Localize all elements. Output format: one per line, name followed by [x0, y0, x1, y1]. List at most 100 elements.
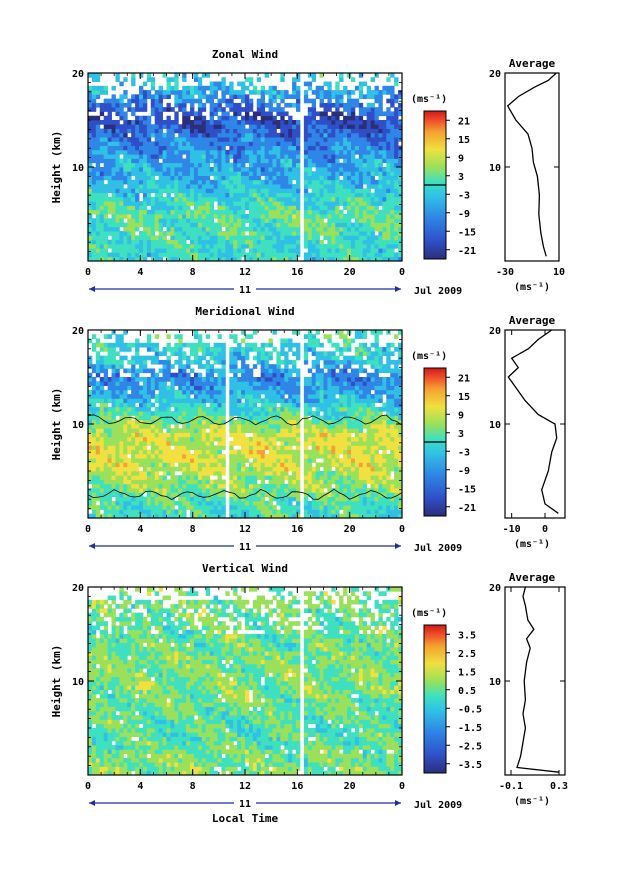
heatmap-cell: [288, 124, 293, 129]
heatmap-cell: [343, 222, 348, 228]
heatmap-cell: [115, 77, 120, 82]
heatmap-cell: [127, 235, 132, 241]
heatmap-cell: [260, 372, 266, 378]
heatmap-cell: [303, 128, 309, 134]
heatmap-cell: [127, 188, 132, 194]
heatmap-cell: [103, 201, 109, 206]
heatmap-cell: [221, 77, 226, 82]
heatmap-cell: [268, 441, 273, 446]
heatmap-cell: [272, 475, 277, 480]
heatmap-cell: [237, 368, 242, 374]
heatmap-cell: [107, 115, 112, 121]
heatmap-cell: [390, 175, 395, 181]
heatmap-cell: [260, 424, 266, 429]
heatmap-cell: [374, 214, 379, 219]
heatmap-cell: [382, 179, 387, 185]
heatmap-cell: [237, 145, 242, 151]
heatmap-cell: [319, 209, 324, 215]
heatmap-cell: [315, 222, 320, 228]
heatmap-cell: [307, 167, 313, 172]
heatmap-cell: [115, 394, 120, 399]
heatmap-cell: [252, 381, 258, 386]
heatmap-cell: [190, 377, 195, 382]
heatmap-cell: [252, 406, 258, 412]
heatmap-cell: [190, 102, 195, 108]
heatmap-cell: [103, 488, 109, 493]
heatmap-cell: [311, 205, 317, 211]
heatmap-cell: [88, 184, 93, 189]
heatmap-cell: [398, 171, 403, 176]
heatmap-cell: [115, 445, 120, 451]
heatmap-cell: [394, 141, 399, 147]
heatmap-cell: [264, 252, 269, 258]
heatmap-cell: [205, 453, 211, 459]
heatmap-cell: [146, 441, 152, 446]
heatmap-cell: [135, 94, 140, 100]
heatmap-cell: [170, 214, 175, 219]
heatmap-cell: [390, 252, 395, 258]
heatmap-cell: [186, 141, 191, 147]
heatmap-cell: [139, 115, 144, 121]
heatmap-cell: [158, 231, 163, 236]
heatmap-cell: [343, 256, 348, 262]
heatmap-cell: [350, 201, 356, 206]
heatmap-cell: [111, 222, 116, 228]
heatmap-cell: [272, 94, 277, 100]
heatmap-cell: [201, 394, 207, 399]
heatmap-cell: [182, 115, 187, 121]
heatmap-cell: [131, 145, 136, 151]
heatmap-cell: [146, 466, 152, 472]
heatmap-cell: [217, 351, 222, 357]
heatmap-cell: [146, 368, 152, 374]
heatmap-cell: [131, 394, 136, 399]
heatmap-cell: [201, 226, 207, 232]
heatmap-cell: [197, 436, 203, 442]
heatmap-cell: [178, 458, 183, 463]
heatmap-cell: [339, 162, 344, 168]
heatmap-cell: [186, 201, 191, 206]
heatmap-cell: [233, 120, 238, 125]
heatmap-cell: [103, 141, 109, 147]
heatmap-cell: [178, 475, 183, 480]
heatmap-cell: [123, 330, 128, 335]
heatmap-cell: [119, 347, 124, 352]
heatmap-cell: [135, 432, 140, 438]
heatmap-cell: [229, 428, 234, 433]
heatmap-cell: [154, 226, 160, 232]
heatmap-cell: [107, 453, 112, 459]
heatmap-cell: [166, 158, 171, 164]
heatmap-cell: [268, 428, 273, 433]
heatmap-cell: [193, 98, 199, 104]
heatmap-cell: [146, 492, 152, 498]
heatmap-cells: [88, 330, 403, 519]
heatmap-cell: [162, 218, 167, 223]
heatmap-cell: [182, 355, 187, 361]
heatmap-cell: [268, 513, 273, 519]
heatmap-cell: [201, 415, 207, 421]
heatmap-cell: [131, 398, 136, 404]
heatmap-cell: [123, 419, 128, 425]
heatmap-cell: [358, 120, 364, 125]
heatmap-cell: [256, 445, 262, 451]
heatmap-cell: [343, 239, 348, 245]
heatmap-cell: [339, 111, 344, 117]
heatmap-cell: [374, 132, 379, 138]
heatmap-cell: [178, 432, 183, 438]
heatmap-cell: [252, 248, 258, 253]
heatmap-cell: [123, 128, 128, 134]
heatmap-cell: [276, 226, 281, 232]
heatmap-cell: [331, 248, 336, 253]
heatmap-cell: [319, 124, 324, 129]
heatmap-cell: [296, 128, 301, 134]
heatmap-cell: [209, 188, 215, 194]
heatmap-cell: [382, 85, 387, 91]
heatmap-cell: [213, 248, 218, 253]
heatmap-cell: [131, 149, 136, 155]
heatmap-cell: [142, 167, 148, 172]
x-tick-label: 12: [239, 267, 251, 278]
heatmap-cell: [374, 73, 379, 78]
heatmap-cell: [296, 235, 301, 241]
heatmap-cell: [229, 226, 234, 232]
heatmap-cell: [248, 513, 254, 519]
heatmap-cell: [174, 432, 179, 438]
